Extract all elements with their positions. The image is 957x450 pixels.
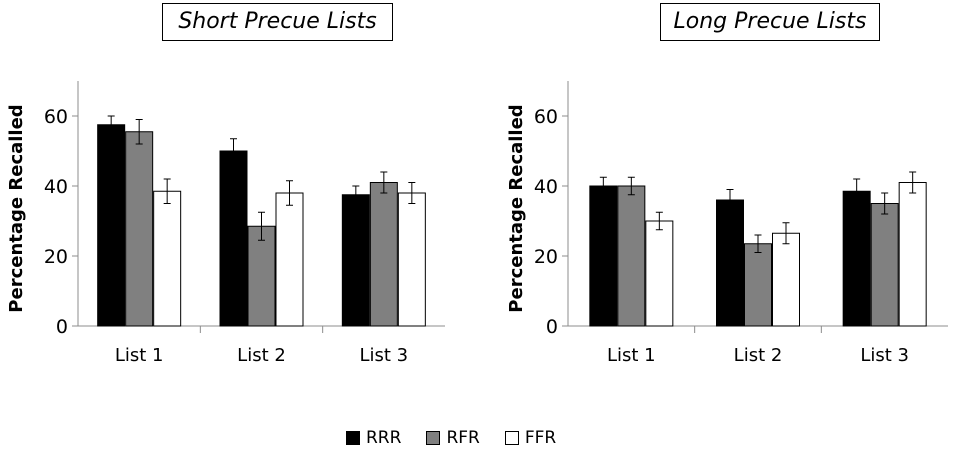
- bar-rfr: [744, 243, 772, 327]
- bar-rrr: [97, 124, 126, 327]
- y-tick-label: 0: [546, 316, 558, 338]
- x-tick-label: List 2: [237, 345, 286, 366]
- legend-label-rrr: RRR: [366, 428, 402, 448]
- bar-ffr: [772, 232, 800, 327]
- legend-item-rfr: RFR: [426, 428, 480, 448]
- legend: RRR RFR FFR: [346, 427, 581, 449]
- bar-rfr: [617, 185, 646, 327]
- bar-ffr: [397, 192, 426, 327]
- legend-label-ffr: FFR: [524, 428, 557, 448]
- bar-ffr: [898, 182, 927, 327]
- bar-rrr: [716, 199, 744, 327]
- x-tick-label: List 3: [860, 345, 909, 366]
- x-tick-label: List 2: [734, 345, 783, 366]
- chart-title-long: Long Precue Lists: [660, 3, 880, 41]
- bar-rrr: [589, 185, 618, 327]
- y-tick-label: 40: [44, 176, 68, 198]
- bar-rrr: [219, 150, 248, 327]
- bar-ffr: [153, 190, 182, 327]
- bar-rfr: [125, 131, 154, 327]
- legend-label-rfr: RFR: [446, 428, 480, 448]
- y-tick-label: 20: [534, 246, 558, 268]
- legend-swatch-rrr: [346, 431, 360, 445]
- bar-rfr: [870, 203, 899, 327]
- x-tick-label: List 3: [360, 345, 409, 366]
- x-tick-label: List 1: [115, 345, 164, 366]
- x-tick-label: List 1: [607, 345, 656, 366]
- legend-item-rrr: RRR: [346, 428, 401, 448]
- y-tick-label: 40: [534, 176, 558, 198]
- y-tick-label: 20: [44, 246, 68, 268]
- legend-swatch-rfr: [426, 431, 441, 445]
- y-axis-label: Percentage Recalled: [6, 104, 27, 312]
- bar-rfr: [369, 182, 398, 327]
- bar-rrr: [341, 194, 370, 327]
- bar-rrr: [842, 190, 871, 327]
- chart-title-short: Short Precue Lists: [162, 3, 393, 41]
- legend-item-ffr: FFR: [504, 428, 557, 448]
- y-tick-label: 60: [44, 106, 68, 128]
- bar-rfr: [247, 225, 276, 327]
- y-tick-label: 0: [56, 316, 68, 338]
- bar-ffr: [275, 192, 304, 327]
- y-axis-label: Percentage Recalled: [506, 104, 527, 312]
- y-tick-label: 60: [534, 106, 558, 128]
- bar-ffr: [645, 220, 674, 327]
- legend-swatch-ffr: [504, 431, 519, 445]
